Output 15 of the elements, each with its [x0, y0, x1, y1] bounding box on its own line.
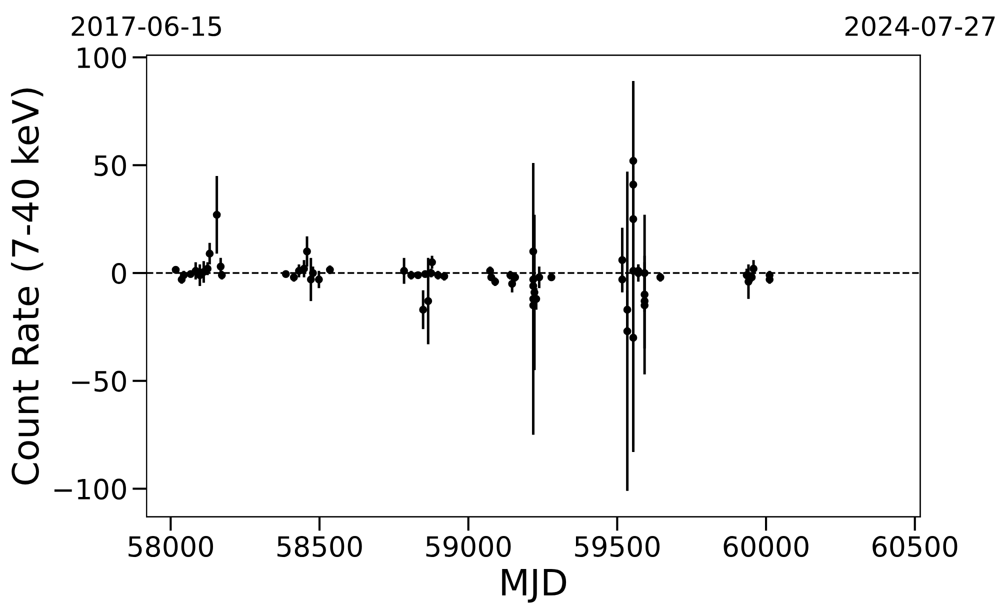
x-tick-label: 59500 — [575, 536, 660, 558]
y-tick-label: −50 — [72, 370, 126, 392]
x-tick-label: 60500 — [872, 536, 958, 558]
x2-tick-label: 2017-06-15 — [72, 16, 221, 36]
x-tick-label: 60000 — [724, 536, 808, 558]
y-axis-title: Count Rate (7-40 keV) — [11, 88, 44, 484]
x2-tick-label: 2024-07-27 — [845, 16, 995, 36]
y-tick-label: 0 — [112, 262, 126, 284]
x-tick-label: 58000 — [128, 536, 214, 558]
x-tick-label: 58500 — [277, 536, 362, 558]
y-tick-label: −100 — [54, 478, 126, 500]
x-tick-label: 59000 — [426, 536, 511, 558]
y-tick-label: 50 — [94, 155, 126, 176]
y-tick-label: 100 — [78, 47, 126, 68]
x-axis-title: MJD — [502, 569, 566, 603]
